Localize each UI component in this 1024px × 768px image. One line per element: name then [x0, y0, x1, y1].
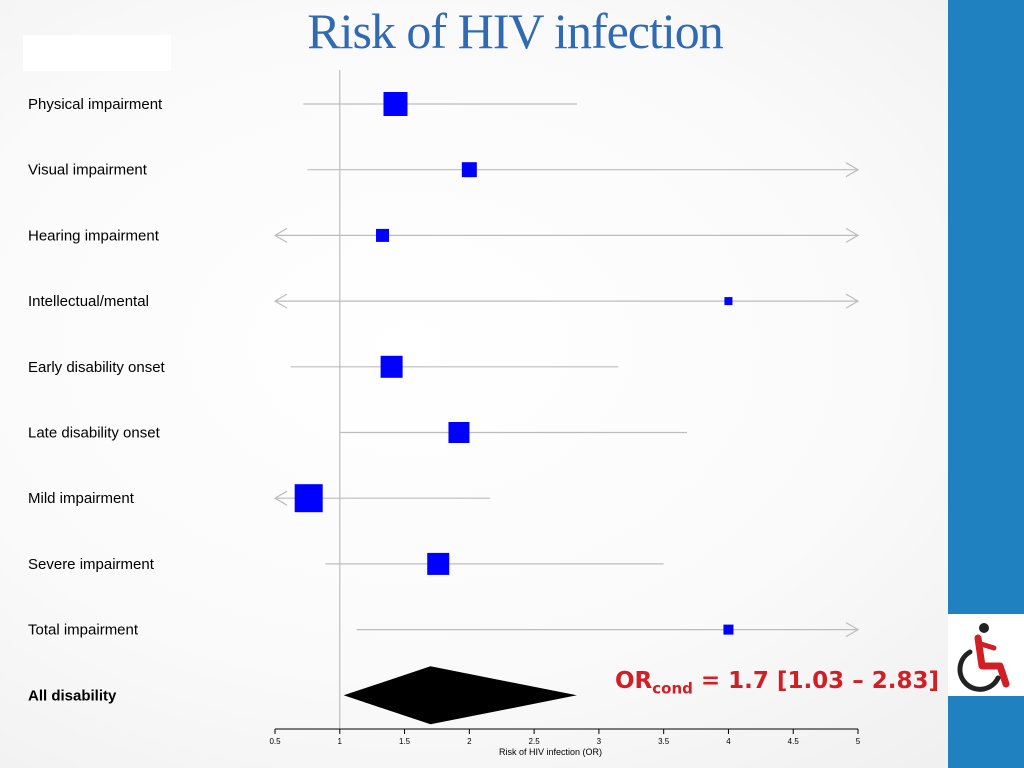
forest-row: Mild impairment [28, 484, 491, 513]
wheelchair-icon [948, 614, 1024, 696]
forest-row: Physical impairment [28, 92, 577, 116]
x-tick-label: 0.5 [269, 737, 281, 746]
forest-row: Early disability onset [28, 355, 619, 378]
point-estimate-square [723, 624, 734, 635]
ci-arrow-right [845, 293, 860, 309]
row-label: Hearing impairment [28, 227, 160, 244]
point-estimate-square [448, 422, 470, 443]
row-label: Physical impairment [28, 96, 163, 113]
forest-row: Visual impairment [28, 162, 860, 179]
x-axis-title: Risk of HIV infection (OR) [499, 747, 602, 757]
summary-or-text: ORcond = 1.7 [1.03 – 2.83] [615, 668, 939, 698]
row-label: Visual impairment [28, 162, 148, 179]
point-estimate-square [427, 552, 450, 575]
point-estimate-square [294, 484, 323, 513]
row-label: Severe impairment [28, 556, 155, 573]
forest-plot: Physical impairment Visual impairment Hear… [28, 70, 861, 757]
x-tick-label: 4.5 [788, 737, 800, 746]
x-axis: 0.5 1 1.5 2 2.5 3 3.5 4 4.5 5 Risk of HIV infectio… [269, 728, 861, 757]
ci-arrow-left [273, 227, 288, 243]
summary-label: All disability [28, 687, 117, 704]
summary-diamond [343, 666, 577, 725]
point-estimate-square [380, 355, 403, 378]
ci-arrow-left [273, 293, 288, 309]
ci-arrow-right [845, 162, 860, 178]
white-placeholder-box [23, 35, 171, 71]
slide-title: Risk of HIV infection [307, 3, 724, 59]
x-tick-label: 3.5 [658, 737, 670, 746]
point-estimate-square [724, 297, 733, 306]
forest-row: Severe impairment [28, 552, 664, 575]
forest-row: Total impairment [28, 622, 860, 639]
forest-row: Late disability onset [28, 422, 687, 443]
x-tick-label: 4 [726, 737, 731, 746]
summary-or-value: = 1.7 [1.03 – 2.83] [692, 668, 939, 694]
x-tick-label: 2 [467, 737, 472, 746]
summary-or-subscript: cond [652, 679, 693, 698]
row-label: Total impairment [28, 622, 139, 639]
ci-arrow-right [845, 227, 860, 243]
x-tick-label: 5 [856, 737, 861, 746]
row-label: Late disability onset [28, 425, 161, 442]
ci-arrow-left [273, 490, 288, 506]
point-estimate-square [383, 92, 408, 116]
summary-row: All disability [28, 666, 577, 725]
forest-row: Intellectual/mental [28, 293, 860, 310]
x-tick-label: 2.5 [529, 737, 541, 746]
point-estimate-square [376, 228, 390, 242]
ci-arrow-right [845, 622, 860, 638]
row-label: Intellectual/mental [28, 293, 149, 310]
x-tick-label: 1 [338, 737, 343, 746]
row-label: Mild impairment [28, 490, 135, 507]
forest-row: Hearing impairment [28, 227, 860, 244]
x-tick-label: 3 [597, 737, 602, 746]
row-label: Early disability onset [28, 359, 166, 376]
point-estimate-square [461, 162, 477, 178]
x-tick-label: 1.5 [399, 737, 411, 746]
forest-rows: Physical impairment Visual impairment Hear… [28, 70, 860, 728]
summary-or-prefix: OR [615, 668, 653, 694]
